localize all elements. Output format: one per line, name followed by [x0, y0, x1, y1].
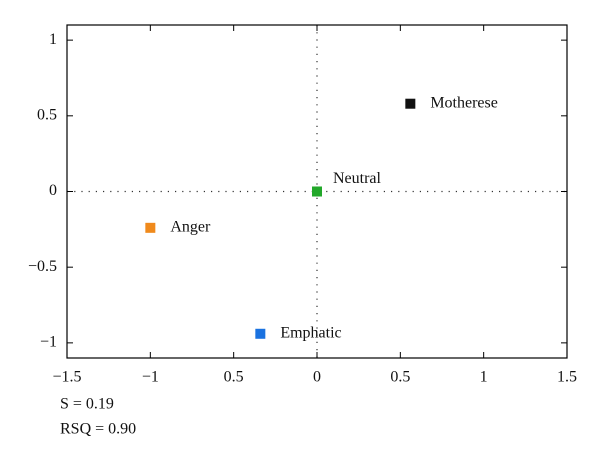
point-label: Motherese — [430, 94, 498, 111]
x-tick-label: 0.5 — [390, 369, 410, 386]
y-tick-label: −0.5 — [28, 258, 57, 275]
x-tick-label: −1.5 — [52, 369, 81, 386]
y-tick-label: 0 — [49, 182, 57, 199]
annotation: S = 0.19 — [60, 396, 114, 413]
x-tick-label: 1.5 — [557, 369, 577, 386]
point — [405, 98, 416, 109]
x-tick-label: −1 — [142, 369, 159, 386]
point-label: Neutral — [333, 170, 382, 187]
point — [312, 186, 322, 197]
x-tick-label: 1 — [480, 369, 488, 386]
point — [145, 222, 156, 233]
point-label: Emphatic — [280, 324, 341, 341]
point-label: Anger — [170, 218, 211, 235]
y-tick-label: −1 — [40, 334, 57, 351]
x-tick-label: 0.5 — [224, 369, 244, 386]
y-tick-label: 0.5 — [37, 106, 57, 123]
x-tick-label: 0 — [313, 369, 321, 386]
point — [255, 328, 266, 339]
y-tick-label: 1 — [49, 31, 57, 48]
annotation: RSQ = 0.90 — [60, 421, 136, 438]
